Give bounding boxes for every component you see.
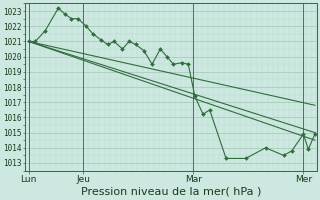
X-axis label: Pression niveau de la mer( hPa ): Pression niveau de la mer( hPa ) bbox=[81, 187, 261, 197]
